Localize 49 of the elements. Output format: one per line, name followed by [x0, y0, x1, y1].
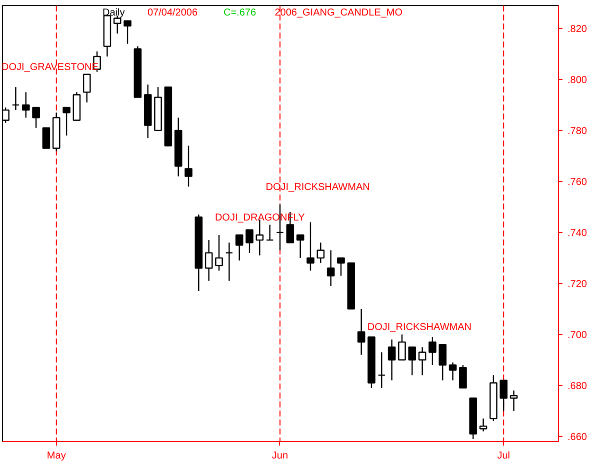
candlestick	[62, 106, 70, 136]
annotation: 07/04/2006	[148, 8, 198, 18]
chart-title: Daily	[102, 8, 125, 18]
y-tick-label: .680	[568, 380, 588, 392]
candlestick	[388, 338, 396, 381]
y-tick-label: .740	[568, 228, 588, 239]
x-tick-label: Jun	[272, 450, 288, 462]
candlestick	[266, 224, 274, 241]
y-tick-label: .760	[568, 176, 588, 188]
y-tick-label: .820	[568, 24, 588, 35]
candlestick	[459, 364, 467, 389]
candlestick	[32, 106, 40, 128]
y-tick-label: .800	[568, 74, 588, 86]
candlestick	[316, 242, 325, 264]
x-tick-label: Jul	[497, 450, 510, 462]
candlestick	[510, 390, 518, 412]
candlestick	[42, 127, 50, 149]
annotation: C=.676	[224, 8, 256, 18]
candlestick	[296, 234, 304, 259]
annotation: 2006_GIANG_CANDLE_MO	[274, 8, 403, 18]
y-tick-label: .660	[568, 432, 588, 443]
candlestick	[428, 336, 436, 366]
candlestick	[337, 257, 345, 276]
candlestick	[235, 234, 244, 262]
candlestick	[448, 362, 457, 381]
candlestick	[438, 344, 447, 381]
candlestick	[12, 86, 20, 111]
candlestick	[479, 418, 488, 432]
candlestick	[418, 346, 426, 376]
candlestick	[22, 92, 30, 118]
candlestick	[408, 346, 416, 376]
candlestick	[357, 308, 366, 356]
y-tick-label: .780	[568, 126, 588, 137]
candlestick	[378, 352, 386, 389]
candlestick	[184, 145, 192, 188]
candlestick	[124, 20, 132, 44]
candlestick	[225, 242, 234, 282]
candlestick	[398, 334, 406, 361]
candlestick	[215, 234, 223, 272]
candlestick	[306, 222, 314, 272]
y-tick-label: .720	[568, 278, 588, 290]
candlestick	[500, 380, 508, 412]
candlestick	[246, 229, 254, 254]
candlestick	[326, 250, 335, 287]
x-tick-label: May	[46, 450, 66, 462]
annotation: DOJI_RICKSHAWMAN	[367, 322, 472, 334]
candlestick	[82, 74, 91, 103]
y-tick-label: .700	[568, 330, 588, 341]
candlestick	[204, 239, 213, 282]
